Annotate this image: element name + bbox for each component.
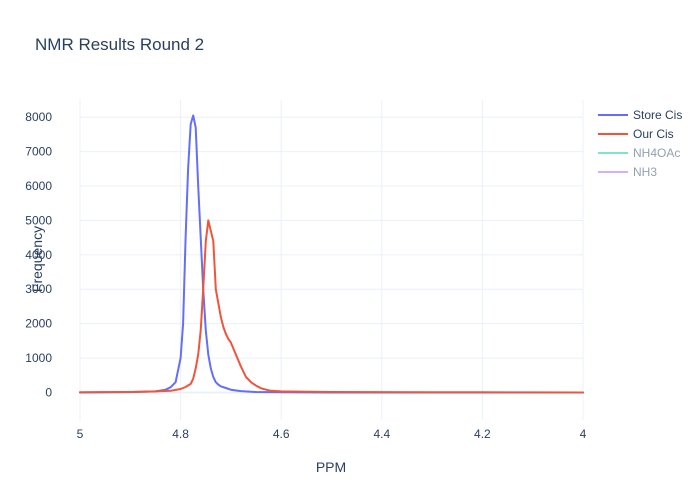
legend-label: NH4OAc xyxy=(633,146,680,160)
series-line-our-cis[interactable] xyxy=(79,219,584,394)
legend-label: Our Cis xyxy=(633,127,674,141)
y-tick-label: 3000 xyxy=(25,282,52,296)
legend-item-store-cis[interactable]: Store Cis xyxy=(598,108,682,122)
axes: 5 4.8 4.6 4.4 4.2 4 0 1000 2000 3000 4000 5000 6000 7… xyxy=(25,110,586,441)
y-tick-label: 8000 xyxy=(25,110,52,124)
x-tick-label: 4.8 xyxy=(172,427,189,441)
legend-item-our-cis[interactable]: Our Cis xyxy=(598,127,674,141)
y-tick-label: 4000 xyxy=(25,248,52,262)
legend-item-nh4oac[interactable]: NH4OAc xyxy=(598,146,680,160)
legend-item-nh3[interactable]: NH3 xyxy=(598,165,657,179)
legend: Store Cis Our Cis NH4OAc NH3 xyxy=(598,108,682,179)
grid xyxy=(79,100,584,420)
legend-label: NH3 xyxy=(633,165,657,179)
x-tick-label: 4 xyxy=(580,427,587,441)
x-tick-label: 4.6 xyxy=(273,427,290,441)
y-tick-label: 1000 xyxy=(25,351,52,365)
x-axis-title: PPM xyxy=(316,459,346,475)
x-tick-label: 4.2 xyxy=(474,427,491,441)
y-axis-title: Frequency xyxy=(29,226,45,292)
y-tick-label: 6000 xyxy=(25,179,52,193)
y-tick-label: 5000 xyxy=(25,213,52,227)
y-tick-label: 0 xyxy=(45,385,52,399)
series-line-store-cis[interactable] xyxy=(79,114,584,394)
chart-title: NMR Results Round 2 xyxy=(35,35,204,54)
plot-area[interactable] xyxy=(79,114,584,394)
y-tick-label: 7000 xyxy=(25,145,52,159)
x-tick-label: 5 xyxy=(77,427,84,441)
y-tick-label: 2000 xyxy=(25,317,52,331)
legend-label: Store Cis xyxy=(633,108,682,122)
x-tick-label: 4.4 xyxy=(373,427,390,441)
